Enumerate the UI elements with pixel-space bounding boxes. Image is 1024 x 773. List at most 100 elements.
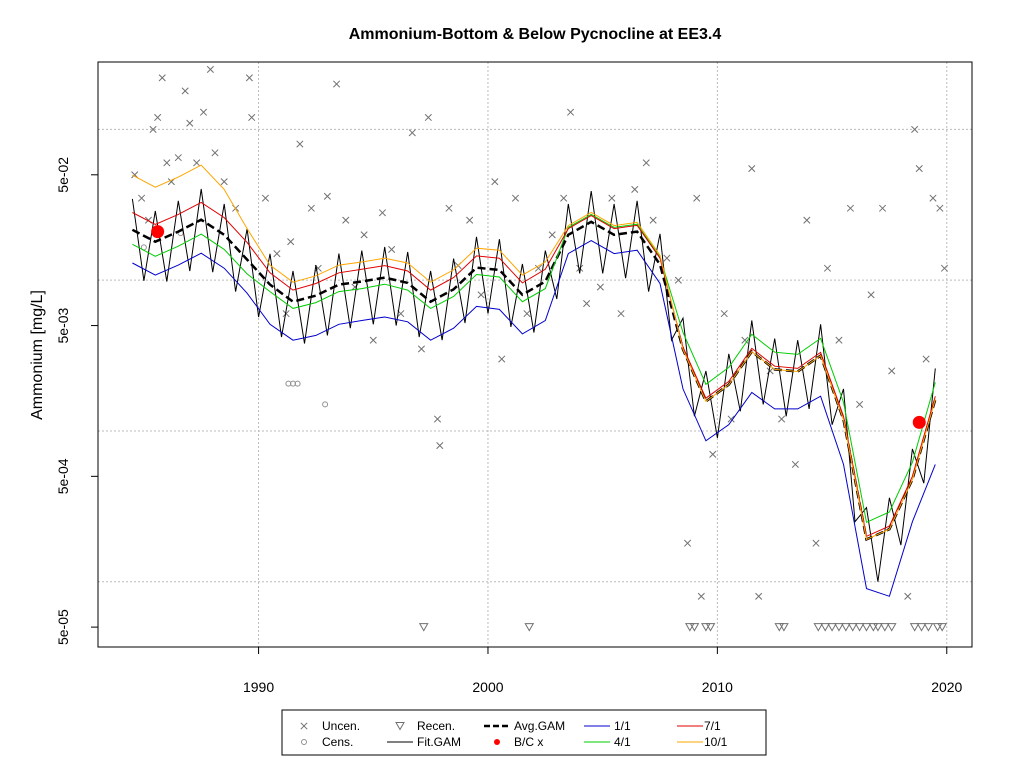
triangle-marker bbox=[820, 623, 831, 632]
x-tick-label: 2020 bbox=[931, 679, 962, 695]
triangle-marker bbox=[834, 623, 844, 632]
x-marker bbox=[307, 204, 315, 212]
x-marker bbox=[741, 336, 749, 344]
x-marker bbox=[856, 400, 864, 408]
x-marker bbox=[342, 216, 350, 224]
x-marker bbox=[186, 119, 194, 127]
series-line bbox=[132, 240, 936, 597]
x-marker bbox=[369, 336, 377, 344]
x-marker bbox=[663, 254, 671, 262]
grid bbox=[98, 62, 972, 647]
x-marker bbox=[477, 291, 485, 299]
x-marker bbox=[273, 250, 281, 258]
triangle-marker bbox=[813, 623, 824, 632]
x-marker bbox=[617, 310, 625, 318]
triangle-marker bbox=[705, 623, 716, 632]
x-marker bbox=[154, 113, 162, 122]
triangle-marker bbox=[886, 623, 897, 632]
x-marker bbox=[766, 367, 774, 375]
x-marker bbox=[683, 539, 692, 547]
triangle-marker bbox=[524, 623, 535, 632]
y-tick-label: 5e-04 bbox=[55, 458, 71, 494]
x-marker bbox=[709, 450, 717, 458]
x-tick-label: 2000 bbox=[472, 679, 503, 695]
x-marker bbox=[791, 460, 799, 468]
x-marker bbox=[388, 245, 396, 253]
circle-marker bbox=[301, 739, 307, 745]
triangle-marker bbox=[395, 722, 405, 731]
x-marker bbox=[282, 310, 290, 318]
legend-box bbox=[281, 709, 767, 756]
x-marker bbox=[261, 194, 270, 202]
x-marker bbox=[333, 80, 341, 88]
x-marker bbox=[378, 209, 387, 217]
x-marker bbox=[534, 264, 542, 272]
dot-marker bbox=[494, 739, 500, 745]
x-marker bbox=[248, 113, 256, 122]
x-marker bbox=[560, 194, 568, 202]
x-marker bbox=[220, 178, 228, 186]
triangle-marker bbox=[689, 623, 700, 632]
legend-label: Cens. bbox=[322, 735, 353, 749]
x-marker bbox=[548, 231, 556, 239]
y-tick-label: 5e-05 bbox=[55, 609, 71, 645]
triangle-marker bbox=[684, 623, 695, 632]
x-marker bbox=[408, 129, 416, 137]
x-marker bbox=[911, 125, 919, 133]
circle-marker bbox=[294, 380, 301, 387]
x-marker bbox=[835, 336, 843, 344]
triangle-marker bbox=[854, 623, 865, 632]
series-line bbox=[132, 213, 936, 524]
legend-label: 10/1 bbox=[704, 735, 728, 749]
x-marker bbox=[929, 194, 937, 202]
x-marker bbox=[693, 194, 701, 202]
x-marker bbox=[199, 108, 208, 116]
x-marker bbox=[174, 154, 182, 162]
x-marker bbox=[323, 192, 331, 200]
x-marker bbox=[491, 178, 499, 186]
dot-marker bbox=[912, 415, 926, 429]
x-marker bbox=[131, 171, 139, 179]
x-marker bbox=[498, 355, 506, 363]
dot-marker bbox=[151, 225, 165, 239]
triangle-marker bbox=[916, 623, 927, 632]
triangle-marker bbox=[847, 623, 858, 632]
x-marker bbox=[940, 264, 949, 272]
x-marker bbox=[778, 415, 786, 423]
x-marker bbox=[445, 204, 453, 212]
x-tick-label: 1990 bbox=[243, 679, 274, 695]
x-marker bbox=[287, 238, 295, 246]
x-marker bbox=[300, 722, 308, 730]
legend-label: 7/1 bbox=[704, 719, 721, 733]
y-axis-label: Ammonium [mg/L] bbox=[29, 290, 46, 420]
x-marker bbox=[158, 74, 166, 82]
x-marker bbox=[163, 159, 171, 167]
x-marker bbox=[823, 264, 832, 272]
x-marker bbox=[649, 216, 657, 224]
circle-marker bbox=[322, 401, 329, 408]
series-line bbox=[132, 201, 936, 538]
x-marker bbox=[748, 165, 756, 173]
legend-label: 4/1 bbox=[614, 735, 631, 749]
x-marker bbox=[138, 194, 146, 202]
triangle-marker bbox=[879, 623, 890, 632]
triangle-marker bbox=[873, 623, 883, 632]
legend-label: Uncen. bbox=[322, 719, 360, 733]
series-line bbox=[132, 164, 936, 541]
x-tick-label: 2010 bbox=[702, 679, 733, 695]
plot-area bbox=[131, 65, 949, 632]
triangle-marker bbox=[909, 623, 920, 632]
x-marker bbox=[846, 204, 854, 212]
chart-title: Ammonium-Bottom & Below Pycnocline at EE… bbox=[349, 26, 722, 43]
x-marker bbox=[697, 592, 705, 600]
x-marker bbox=[511, 194, 520, 202]
triangle-marker bbox=[840, 623, 851, 632]
plot-frame bbox=[97, 61, 973, 648]
x-marker bbox=[642, 159, 650, 167]
x-marker bbox=[296, 140, 304, 148]
x-marker bbox=[436, 442, 444, 450]
legend-label: Avg.GAM bbox=[514, 719, 565, 733]
